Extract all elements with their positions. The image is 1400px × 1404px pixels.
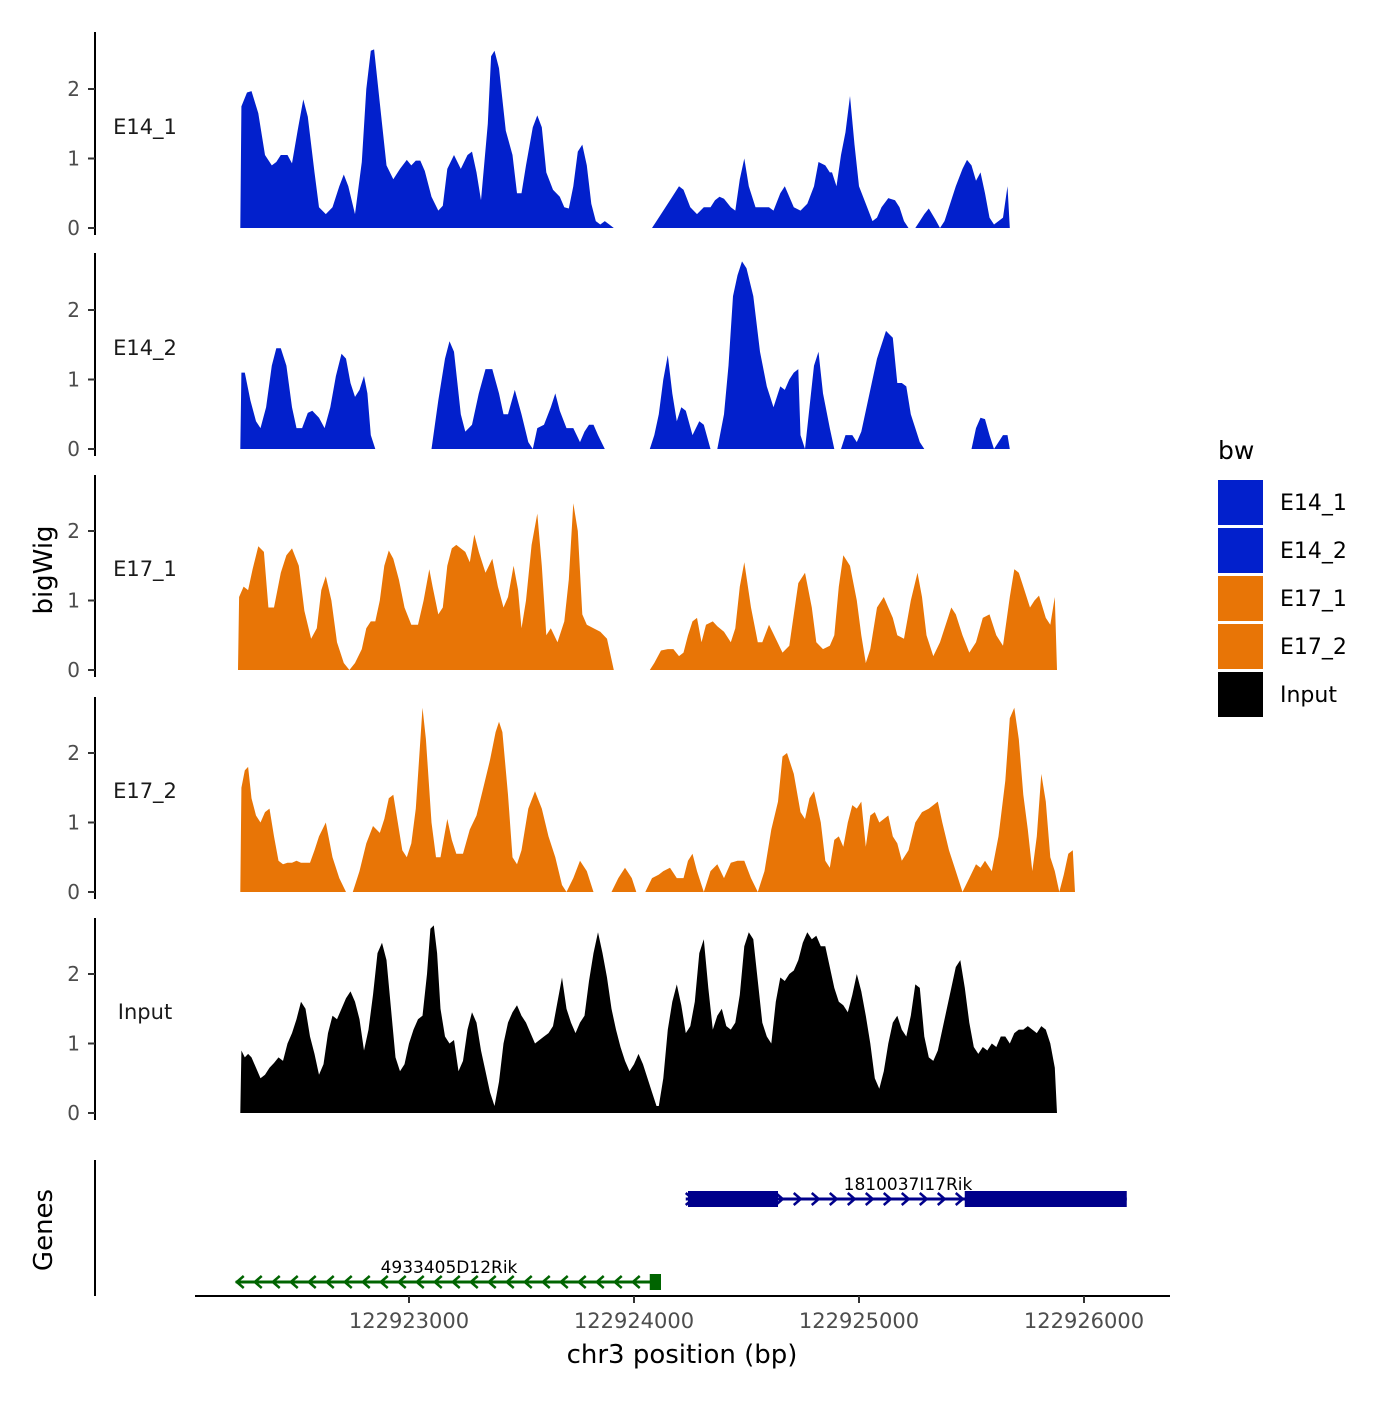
y-tick-label: 1 xyxy=(67,811,80,835)
legend-swatch xyxy=(1218,672,1263,717)
track-label: E14_1 xyxy=(113,115,177,140)
x-axis: 122923000 122924000 122925000 122926000 xyxy=(195,1295,1170,1333)
legend-label: E17_2 xyxy=(1280,635,1347,660)
track-Input: 0 1 2 Input xyxy=(67,918,1058,1125)
track-E17_2: 0 1 2 E17_2 xyxy=(67,697,1076,904)
legend-label: E14_1 xyxy=(1280,491,1347,516)
track-label: E17_1 xyxy=(113,557,177,582)
strand-arrow xyxy=(468,1275,479,1289)
y-tick-label: 2 xyxy=(67,741,80,765)
y-tick-label: 0 xyxy=(67,658,80,682)
strand-arrow xyxy=(450,1275,461,1289)
track-E14_1: 0 1 2 E14_1 xyxy=(67,32,1010,240)
legend-label: E17_1 xyxy=(1280,587,1347,612)
strand-arrow xyxy=(234,1275,245,1289)
legend-swatch xyxy=(1218,576,1263,621)
strand-arrow xyxy=(288,1275,299,1289)
y-tick-label: 2 xyxy=(67,298,80,322)
y-tick-label: 2 xyxy=(67,519,80,543)
strand-arrow xyxy=(522,1275,533,1289)
strand-arrow xyxy=(576,1275,587,1289)
y-tick-label: 0 xyxy=(67,880,80,904)
y-tick-label: 0 xyxy=(67,216,80,240)
legend-swatch xyxy=(1218,624,1263,669)
strand-arrow xyxy=(864,1192,875,1206)
strand-arrow xyxy=(792,1192,803,1206)
strand-arrow xyxy=(918,1192,929,1206)
track-E17_1: 0 1 2 E17_1 xyxy=(67,475,1057,682)
legend-title: bw xyxy=(1218,436,1254,465)
strand-arrow xyxy=(432,1275,443,1289)
x-tick-label: 122925000 xyxy=(799,1309,919,1333)
strand-arrow xyxy=(378,1275,389,1289)
y-axis-title: bigWig xyxy=(29,525,59,614)
strand-arrow xyxy=(360,1275,371,1289)
strand-arrow xyxy=(396,1275,407,1289)
strand-arrow xyxy=(954,1192,965,1206)
y-tick-label: 0 xyxy=(67,1101,80,1125)
track-label: Input xyxy=(118,1000,172,1024)
y-tick-label: 1 xyxy=(67,589,80,613)
y-tick-label: 1 xyxy=(67,147,80,171)
gene-1810037I17Rik: 1810037I17Rik xyxy=(684,1175,1127,1207)
legend: bw E14_1 E14_2 E17_1 E17_2 Input xyxy=(1218,436,1347,717)
track-E14_2: 0 1 2 E14_2 xyxy=(67,253,1010,461)
legend-label: E14_2 xyxy=(1280,539,1347,564)
strand-arrow xyxy=(900,1192,911,1206)
x-tick-label: 122923000 xyxy=(349,1309,469,1333)
coverage-area xyxy=(240,49,1010,229)
y-tick-label: 2 xyxy=(67,77,80,101)
gene-exon xyxy=(649,1274,661,1290)
gene-label: 1810037I17Rik xyxy=(844,1175,973,1195)
legend-swatch xyxy=(1218,528,1263,573)
strand-arrow xyxy=(774,1192,785,1206)
gene-exon xyxy=(688,1191,778,1207)
y-tick-label: 0 xyxy=(67,437,80,461)
x-tick-label: 122926000 xyxy=(1024,1309,1144,1333)
strand-arrow xyxy=(810,1192,821,1206)
strand-arrow xyxy=(558,1275,569,1289)
strand-arrow xyxy=(936,1192,947,1206)
track-panels: 0 1 2 E14_1 0 1 2 E14_2 0 1 2 E17_1 0 1 2 E17_2 0 1 2 Input xyxy=(67,32,1076,1125)
y-tick-label: 2 xyxy=(67,962,80,986)
strand-arrow xyxy=(324,1275,335,1289)
coverage-area xyxy=(240,925,1058,1113)
strand-arrow xyxy=(504,1275,515,1289)
strand-arrow xyxy=(270,1275,281,1289)
strand-arrow xyxy=(306,1275,317,1289)
strand-arrow xyxy=(630,1275,641,1289)
strand-arrow xyxy=(342,1275,353,1289)
gene-label: 4933405D12Rik xyxy=(381,1258,518,1278)
strand-arrow xyxy=(540,1275,551,1289)
genes-panel: 1810037I17Rik 4933405D12Rik xyxy=(94,1160,1127,1296)
x-axis-title: chr3 position (bp) xyxy=(567,1340,798,1370)
gene-4933405D12Rik: 4933405D12Rik xyxy=(234,1258,661,1290)
y-tick-label: 1 xyxy=(67,1032,80,1056)
coverage-area xyxy=(240,261,1010,449)
strand-arrow xyxy=(828,1192,839,1206)
coverage-area xyxy=(238,503,1057,670)
track-label: E14_2 xyxy=(113,336,177,361)
gene-exon xyxy=(964,1191,1127,1207)
strand-arrow xyxy=(414,1275,425,1289)
genes-axis-title: Genes xyxy=(29,1189,59,1271)
strand-arrow xyxy=(486,1275,497,1289)
strand-arrow xyxy=(612,1275,623,1289)
track-label: E17_2 xyxy=(113,779,177,804)
strand-arrow xyxy=(846,1192,857,1206)
strand-arrow xyxy=(252,1275,263,1289)
x-tick-label: 122924000 xyxy=(574,1309,694,1333)
strand-arrow xyxy=(882,1192,893,1206)
y-tick-label: 1 xyxy=(67,368,80,392)
coverage-area xyxy=(240,707,1076,892)
strand-arrow xyxy=(594,1275,605,1289)
legend-swatch xyxy=(1218,480,1263,525)
legend-label: Input xyxy=(1280,683,1337,708)
